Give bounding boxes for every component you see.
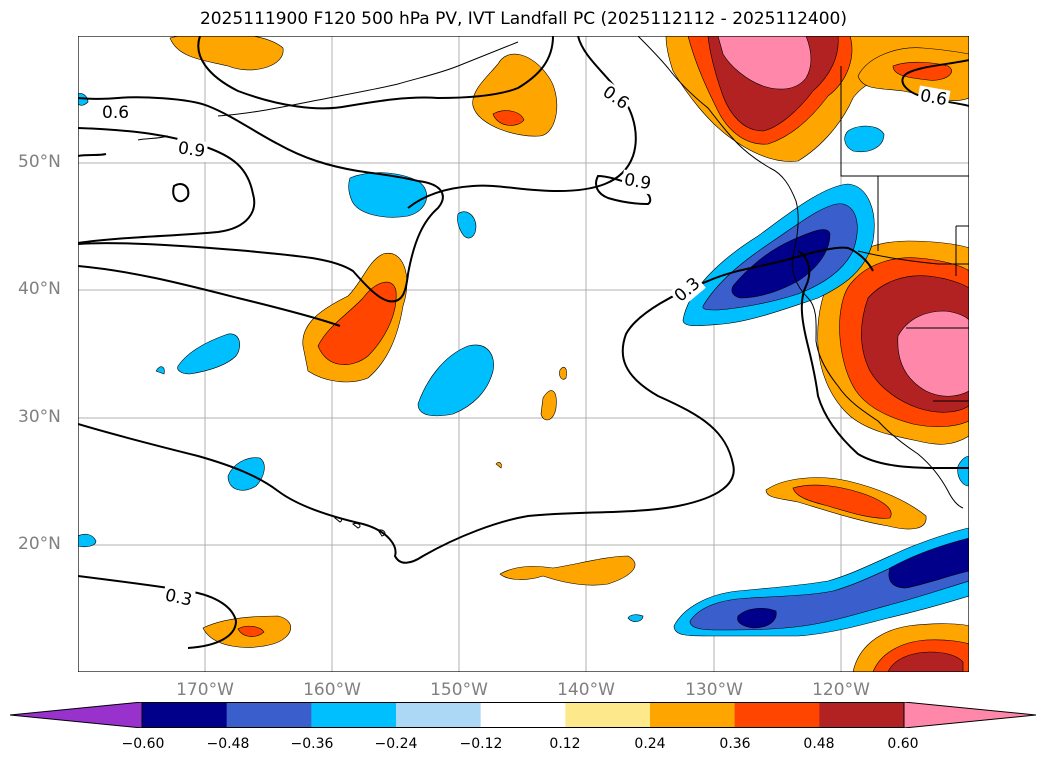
colorbar-tick: 0.48 <box>803 736 835 752</box>
colorbar-segment <box>734 702 820 728</box>
colorbar-tick: −0.48 <box>206 736 250 752</box>
colorbar-tick: 0.12 <box>549 736 581 752</box>
colorbar <box>10 702 1036 728</box>
contour-label: 0.9 <box>174 137 209 163</box>
map-panel <box>78 36 969 672</box>
positive-ivt-regions <box>169 36 969 672</box>
colorbar-extend-min <box>10 702 143 728</box>
colorbar-border <box>141 702 905 728</box>
colorbar-segment <box>142 702 228 728</box>
colorbar-tick: −0.24 <box>374 736 418 752</box>
colorbar-segment <box>396 702 482 728</box>
coastlines <box>137 36 969 537</box>
map-title: 2025111900 F120 500 hPa PV, IVT Landfall… <box>199 9 847 29</box>
colorbar-segment <box>480 702 566 728</box>
longitude-label: 170°W <box>176 680 234 700</box>
negative-ivt-regions <box>78 93 969 637</box>
colorbar-extend-max <box>903 702 1036 728</box>
colorbar-segment <box>819 702 905 728</box>
colorbar-tick: 0.24 <box>634 736 666 752</box>
colorbar-segment <box>226 702 312 728</box>
latitude-label: 30°N <box>18 407 61 427</box>
colorbar-tick: −0.60 <box>121 736 165 752</box>
longitude-label: 160°W <box>303 680 361 700</box>
colorbar-segment <box>565 702 651 728</box>
latitude-label: 50°N <box>18 152 61 172</box>
longitude-label: 140°W <box>557 680 615 700</box>
colorbar-tick: 0.36 <box>719 736 751 752</box>
colorbar-tick: −0.36 <box>290 736 334 752</box>
colorbar-tick: −0.12 <box>459 736 503 752</box>
colorbar-tick: 0.60 <box>887 736 919 752</box>
contour-label: 0.6 <box>100 103 132 123</box>
latitude-label: 40°N <box>18 279 61 299</box>
colorbar-segment <box>311 702 397 728</box>
longitude-label: 150°W <box>430 680 488 700</box>
longitude-label: 130°W <box>685 680 743 700</box>
latitude-label: 20°N <box>18 534 61 554</box>
colorbar-segment <box>650 702 736 728</box>
longitude-label: 120°W <box>812 680 870 700</box>
